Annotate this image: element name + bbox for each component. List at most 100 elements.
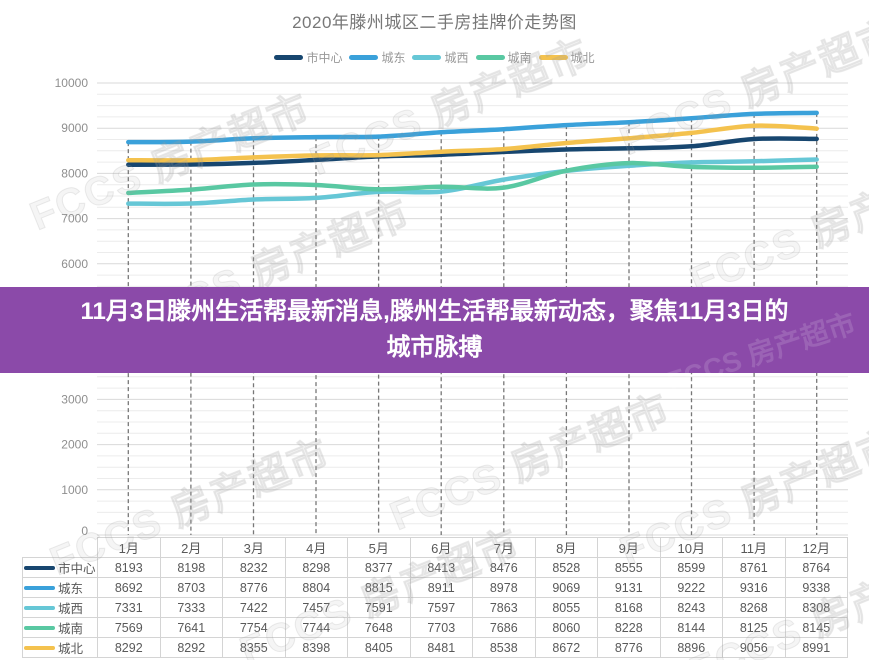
price-cell: 8308 bbox=[784, 597, 848, 618]
price-cell: 7686 bbox=[472, 617, 536, 638]
price-cell: 8476 bbox=[472, 557, 536, 578]
legend-label: 城南 bbox=[507, 51, 532, 65]
price-cell: 8599 bbox=[659, 557, 723, 578]
series-marker-icon bbox=[24, 565, 55, 570]
banner-text-line-1: 11月3日滕州生活帮最新消息,滕州生活帮最新动态，聚焦11月3日的 bbox=[80, 298, 789, 325]
table-month-header: 3月 bbox=[222, 537, 286, 558]
y-axis-tick-label: 6000 bbox=[61, 257, 88, 271]
table-month-header: 8月 bbox=[534, 537, 598, 558]
price-cell: 8672 bbox=[534, 637, 598, 658]
legend-marker-icon bbox=[475, 55, 505, 60]
price-cell: 8377 bbox=[347, 557, 411, 578]
series-name: 城南 bbox=[58, 622, 84, 636]
price-cell: 8776 bbox=[597, 637, 661, 658]
series-name-cell: 市中心 bbox=[22, 557, 98, 578]
series-marker-icon bbox=[24, 625, 55, 630]
legend-label: 城东 bbox=[381, 51, 406, 65]
series-name-cell: 城西 bbox=[22, 597, 98, 618]
table-month-header: 1月 bbox=[97, 537, 161, 558]
table-row-4: 城北 8292 8292 8355 8398 8405 8481 8538 8672 8776 88… bbox=[22, 637, 848, 658]
price-cell: 8991 bbox=[784, 637, 848, 658]
price-table: 1月 2月 3月 4月 5月 6月 7月 8月 9月 10月 11月 12月 市中心 8193 8198 82… bbox=[22, 537, 848, 658]
price-cell: 7744 bbox=[284, 617, 348, 638]
legend-marker-icon bbox=[538, 55, 568, 60]
table-month-header: 11月 bbox=[722, 537, 786, 558]
table-month-header: 12月 bbox=[784, 537, 848, 558]
price-cell: 8692 bbox=[97, 577, 161, 598]
series-name-cell: 城南 bbox=[22, 617, 98, 638]
table-corner-cell bbox=[22, 537, 98, 558]
series-name: 城西 bbox=[58, 602, 84, 616]
price-cell: 8804 bbox=[284, 577, 348, 598]
legend-item-3: 城南 bbox=[475, 49, 532, 66]
price-cell: 8538 bbox=[472, 637, 536, 658]
price-cell: 7863 bbox=[472, 597, 536, 618]
price-cell: 8703 bbox=[159, 577, 223, 598]
chart-title: 2020年滕州城区二手房挂牌价走势图 bbox=[292, 13, 577, 32]
table-row-2: 城西 7331 7333 7422 7457 7591 7597 7863 8055 8168 82… bbox=[22, 597, 848, 618]
price-cell: 9316 bbox=[722, 577, 786, 598]
series-line-4 bbox=[126, 123, 819, 163]
legend-item-0: 市中心 bbox=[274, 49, 342, 66]
y-axis-tick-label: 9000 bbox=[61, 121, 88, 135]
y-axis-tick-label: 0 bbox=[81, 524, 88, 538]
table-month-header: 2月 bbox=[159, 537, 223, 558]
table-month-header: 9月 bbox=[597, 537, 661, 558]
price-cell: 7703 bbox=[409, 617, 473, 638]
price-cell: 8292 bbox=[97, 637, 161, 658]
price-cell: 9069 bbox=[534, 577, 598, 598]
table-month-header: 10月 bbox=[659, 537, 723, 558]
price-cell: 8776 bbox=[222, 577, 286, 598]
legend-item-2: 城西 bbox=[412, 49, 469, 66]
price-cell: 7331 bbox=[97, 597, 161, 618]
price-cell: 7333 bbox=[159, 597, 223, 618]
price-cell: 9222 bbox=[659, 577, 723, 598]
price-cell: 8198 bbox=[159, 557, 223, 578]
y-axis-tick-label: 7000 bbox=[61, 212, 88, 226]
price-cell: 8761 bbox=[722, 557, 786, 578]
price-cell: 8232 bbox=[222, 557, 286, 578]
price-cell: 8144 bbox=[659, 617, 723, 638]
price-cell: 7457 bbox=[284, 597, 348, 618]
legend-label: 城西 bbox=[444, 51, 469, 65]
price-cell: 8815 bbox=[347, 577, 411, 598]
price-cell: 7569 bbox=[97, 617, 161, 638]
y-axis-tick-label: 1000 bbox=[61, 483, 88, 497]
table-month-header: 4月 bbox=[284, 537, 348, 558]
series-name-cell: 城北 bbox=[22, 637, 98, 658]
series-line-0 bbox=[126, 136, 819, 167]
y-axis-tick-label: 8000 bbox=[61, 166, 88, 180]
series-name-cell: 城东 bbox=[22, 577, 98, 598]
series-name: 市中心 bbox=[58, 562, 96, 576]
series-marker-icon bbox=[24, 585, 55, 590]
price-cell: 8764 bbox=[784, 557, 848, 578]
legend-item-4: 城北 bbox=[538, 49, 595, 66]
price-cell: 7422 bbox=[222, 597, 286, 618]
price-cell: 8168 bbox=[597, 597, 661, 618]
table-row-3: 城南 7569 7641 7754 7744 7648 7703 7686 8060 8228 81… bbox=[22, 617, 848, 638]
price-cell: 7641 bbox=[159, 617, 223, 638]
series-line-1 bbox=[126, 110, 819, 145]
price-cell: 8298 bbox=[284, 557, 348, 578]
price-cell: 8896 bbox=[659, 637, 723, 658]
banner-text-line-2: 城市脉搏 bbox=[386, 334, 483, 361]
price-cell: 8193 bbox=[97, 557, 161, 578]
chart-legend: 市中心 城东 城西 城南 城北 bbox=[0, 49, 869, 66]
price-cell: 8228 bbox=[597, 617, 661, 638]
series-name: 城北 bbox=[58, 642, 84, 656]
price-cell: 8145 bbox=[784, 617, 848, 638]
price-cell: 8055 bbox=[534, 597, 598, 618]
table-row-0: 市中心 8193 8198 8232 8298 8377 8413 8476 8528 8555 8… bbox=[22, 557, 848, 578]
price-cell: 9056 bbox=[722, 637, 786, 658]
price-cell: 8481 bbox=[409, 637, 473, 658]
price-cell: 8268 bbox=[722, 597, 786, 618]
price-cell: 7597 bbox=[409, 597, 473, 618]
legend-item-1: 城东 bbox=[349, 49, 405, 66]
legend-marker-icon bbox=[412, 55, 442, 60]
price-cell: 8125 bbox=[722, 617, 786, 638]
price-cell: 8413 bbox=[409, 557, 473, 578]
price-cell: 8405 bbox=[347, 637, 411, 658]
news-banner: 11月3日滕州生活帮最新消息,滕州生活帮最新动态，聚焦11月3日的 城市脉搏 F… bbox=[0, 287, 869, 397]
y-axis-tick-label: 3000 bbox=[61, 392, 88, 406]
series-name: 城东 bbox=[58, 582, 84, 596]
